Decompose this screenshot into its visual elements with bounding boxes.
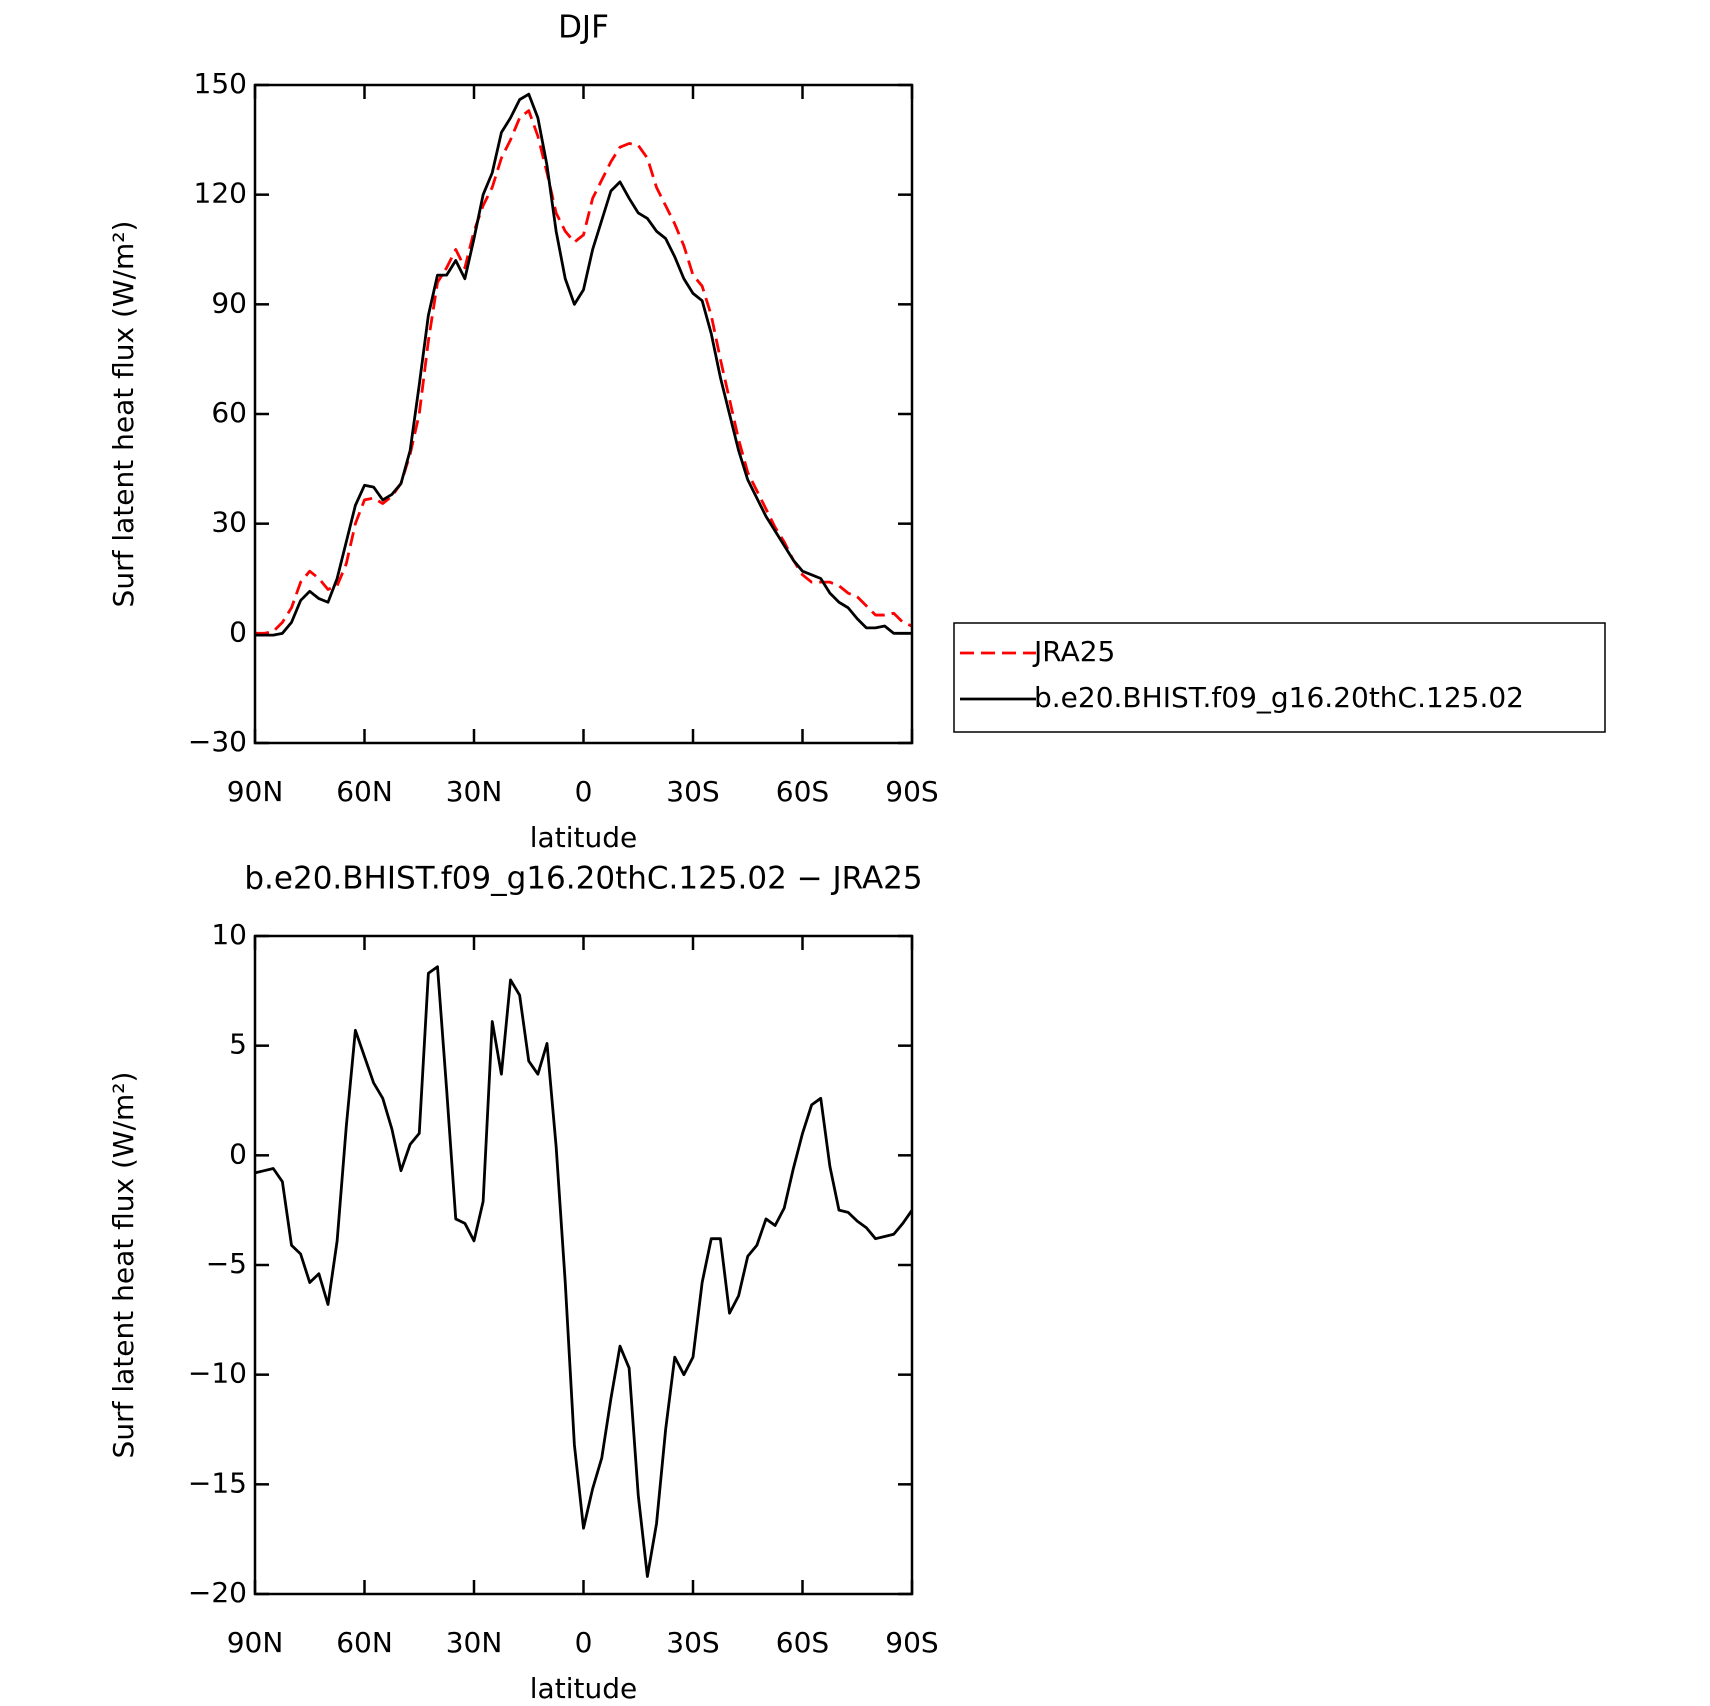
x-tick-label: 0 [575, 1626, 593, 1659]
y-tick-label: −20 [188, 1576, 247, 1609]
y-tick-label: 120 [194, 177, 247, 210]
y-tick-label: −5 [206, 1247, 247, 1280]
x-tick-label: 90S [885, 1626, 938, 1659]
x-tick-label: 60N [336, 1626, 393, 1659]
legend-label: b.e20.BHIST.f09_g16.20thC.125.02 [1034, 681, 1524, 714]
y-axis-label: Surf latent heat flux (W/m²) [107, 221, 140, 608]
y-tick-label: 5 [229, 1028, 247, 1061]
chart-title: b.e20.BHIST.f09_g16.20thC.125.02 − JRA25 [244, 861, 922, 897]
x-tick-label: 60S [776, 1626, 829, 1659]
x-tick-label: 30N [446, 775, 503, 808]
y-tick-label: 30 [211, 506, 247, 539]
y-tick-label: −15 [188, 1466, 247, 1499]
x-tick-label: 90N [227, 775, 284, 808]
legend-label: JRA25 [1032, 635, 1115, 668]
x-tick-label: 60N [336, 775, 393, 808]
legend-box [953, 622, 1606, 733]
data-line [255, 109, 913, 635]
x-tick-label: 30N [446, 1626, 503, 1659]
y-tick-label: 60 [211, 396, 247, 429]
y-tick-label: −10 [188, 1357, 247, 1390]
y-tick-label: 10 [211, 918, 247, 951]
plot-frame [253, 83, 914, 745]
x-tick-label: 90N [227, 1626, 284, 1659]
x-tick-label: 90S [885, 775, 938, 808]
x-tick-label: 30S [666, 775, 719, 808]
y-axis-label: Surf latent heat flux (W/m²) [107, 1072, 140, 1459]
x-axis-label: latitude [530, 821, 637, 854]
x-axis-label: latitude [530, 1672, 637, 1705]
chart-title: DJF [558, 10, 609, 46]
x-tick-label: 30S [666, 1626, 719, 1659]
y-tick-label: 90 [211, 286, 247, 319]
y-tick-label: 150 [194, 67, 247, 100]
x-tick-label: 60S [776, 775, 829, 808]
data-line [254, 965, 914, 1578]
y-tick-label: −30 [188, 725, 247, 758]
x-tick-label: 0 [575, 775, 593, 808]
plot-frame [253, 934, 914, 1596]
y-tick-label: 0 [229, 1137, 247, 1170]
y-tick-label: 0 [229, 615, 247, 648]
data-line [255, 92, 912, 637]
